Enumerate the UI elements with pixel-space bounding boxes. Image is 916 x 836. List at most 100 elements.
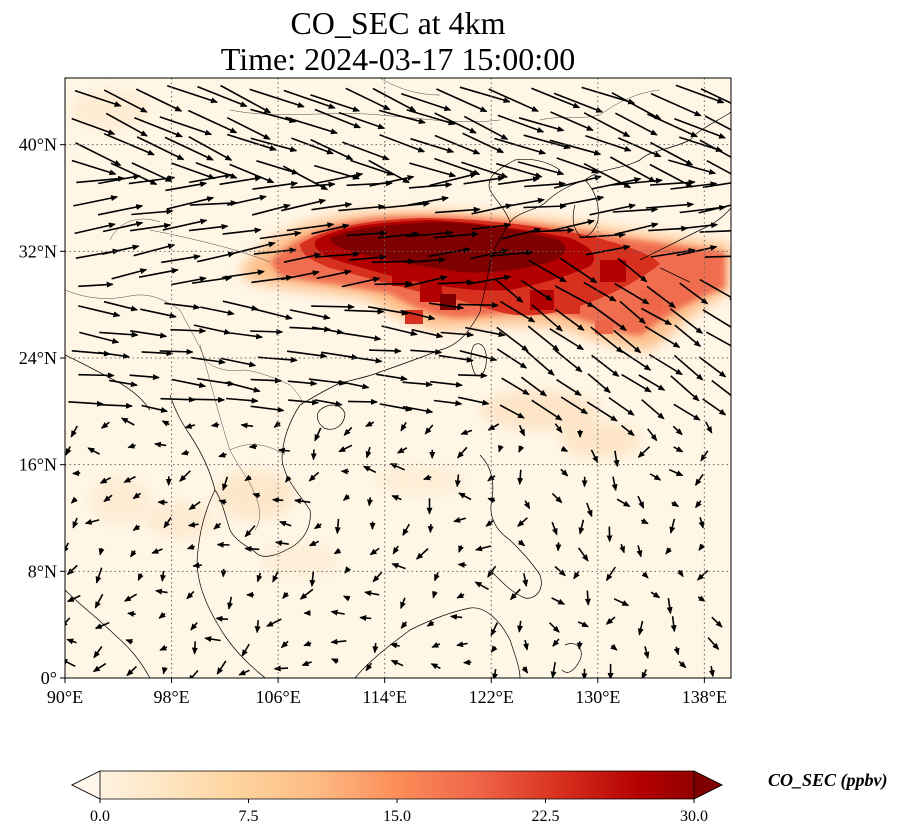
wind-arrow (475, 545, 492, 552)
wind-arrow (111, 268, 148, 280)
wind-arrow (612, 206, 659, 213)
wind-arrow (74, 222, 116, 235)
wind-arrow (440, 331, 475, 338)
wind-arrow (78, 372, 115, 379)
lat-tick-label: 16°N (19, 455, 57, 475)
wind-arrow (673, 646, 680, 656)
wind-arrow (191, 275, 233, 284)
wind-arrow (551, 597, 566, 605)
wind-arrow (670, 181, 718, 190)
wind-arrow (226, 116, 271, 140)
wind-arrow (578, 519, 585, 535)
wind-arrow (367, 306, 409, 316)
wind-arrow (561, 195, 605, 206)
wind-arrow (456, 641, 468, 648)
wind-arrow (531, 87, 581, 109)
wind-arrow (282, 591, 290, 600)
wind-arrow (162, 218, 208, 231)
wind-arrow (200, 306, 235, 316)
wind-arrow (73, 195, 119, 207)
wind-arrow (402, 523, 410, 536)
wind-arrow (311, 201, 353, 211)
wind-arrow (365, 446, 372, 459)
colorbar-tick-label: 7.5 (239, 808, 259, 825)
wind-arrow (330, 638, 347, 645)
wind-arrow (301, 660, 312, 667)
wind-arrow (641, 399, 665, 420)
wind-arrow (614, 282, 650, 305)
wind-arrow (671, 500, 680, 508)
wind-arrow (587, 373, 611, 394)
wind-arrow (71, 159, 117, 176)
colorbar-tick-label: 22.5 (532, 808, 560, 825)
colorbar-tick-label: 30.0 (680, 808, 708, 825)
wind-arrow (523, 203, 567, 210)
wind-arrow (72, 517, 79, 529)
wind-arrow (521, 666, 529, 674)
wind-arrow (379, 134, 426, 153)
wind-arrow (433, 231, 479, 239)
wind-arrow (220, 568, 227, 578)
wind-arrow (136, 136, 185, 161)
wind-arrow (584, 590, 591, 606)
wind-arrow (291, 137, 334, 155)
wind-arrow (342, 493, 351, 501)
wind-arrow (227, 194, 267, 206)
wind-arrow (460, 429, 473, 435)
wind-arrow (699, 278, 731, 301)
wind-arrow (525, 350, 555, 376)
wind-arrow (490, 645, 498, 653)
sumatra-coast (65, 589, 151, 678)
wind-arrow (79, 331, 120, 344)
wind-arrow (218, 451, 227, 458)
wind-arrow (613, 329, 642, 354)
wind-arrow (698, 543, 706, 551)
wind-arrow (400, 421, 407, 432)
wind-arrow (188, 669, 199, 678)
wind-arrow (365, 420, 375, 428)
wind-arrow (549, 328, 585, 351)
wind-arrow (677, 222, 719, 230)
wind-arrow (334, 518, 341, 535)
wind-arrow (285, 475, 292, 483)
wind-arrow (179, 470, 191, 482)
wind-arrow (549, 219, 595, 232)
map-frame (64, 77, 732, 679)
wind-arrow (120, 417, 135, 426)
wind-arrow (159, 116, 213, 136)
wind-arrow (573, 570, 580, 580)
wind-arrow (193, 324, 232, 335)
wind-arrow (161, 420, 170, 427)
wind-arrow (550, 661, 557, 678)
wind-arrow (134, 116, 183, 138)
wind-arrow (669, 518, 676, 534)
wind-arrow (93, 646, 103, 659)
wind-arrow (137, 573, 144, 582)
wind-arrow (283, 89, 336, 109)
wind-arrow (341, 276, 381, 288)
wind-arrow (407, 195, 449, 206)
wind-arrow (338, 380, 370, 390)
wind-arrow (553, 175, 602, 189)
wind-arrow (458, 396, 490, 406)
wind-arrow (244, 525, 256, 538)
wind-arrow (551, 493, 563, 504)
wind-arrow (527, 325, 560, 352)
wind-arrow (702, 309, 731, 332)
wind-arrow (98, 547, 105, 556)
wind-arrow (131, 208, 174, 216)
wind-arrow (130, 550, 137, 558)
wind-arrow (313, 522, 322, 530)
wind-arrow (696, 569, 709, 581)
wind-arrow (583, 281, 617, 302)
colorbar-tick-label: 0.0 (90, 808, 110, 825)
wind-arrow (618, 348, 652, 371)
wind-arrow (404, 275, 448, 288)
wind-arrow (621, 424, 635, 437)
gridlines (65, 78, 731, 678)
wind-arrow (132, 524, 141, 531)
wind-arrow (585, 135, 632, 152)
wind-arrow (559, 257, 598, 284)
wind-arrow (94, 621, 110, 630)
wind-arrow (673, 354, 704, 381)
